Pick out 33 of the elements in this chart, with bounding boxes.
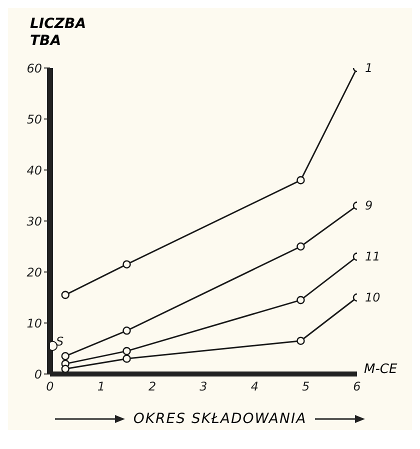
point [296,176,305,184]
x-tick-label: 5 [302,380,310,394]
x-tick-label: 4 [250,380,258,394]
y-tick-label: 30 [26,214,42,228]
point [296,296,305,304]
y-tick-label: 40 [26,163,42,178]
y-tick-label: 0 [34,367,42,382]
x-tick-label: 0 [46,380,54,394]
y-axis-title: LICZBA TBA [30,16,86,50]
point [296,336,305,345]
point [296,242,305,251]
series-label: 10 [365,290,381,304]
point [122,260,131,268]
x-axis-title: OKRES SKŁADOWANIA [133,411,307,427]
y-tick-label: 20 [26,265,42,280]
point [122,354,131,363]
x-tick-label: 3 [200,380,208,394]
y-tick-label: 50 [26,112,42,126]
y-tick-label: 60 [26,61,42,76]
series-label: 9 [365,198,373,213]
point [122,346,131,356]
point [61,364,70,374]
x-tick-label: 6 [353,380,362,394]
series-label: 1 [365,61,373,75]
text: M-CE [364,362,398,377]
point [122,326,131,335]
x-tick-label: 2 [148,380,156,394]
x-tick-label: 1 [97,380,105,394]
series-label: S [56,334,64,348]
point [61,290,70,300]
y-tick-label: 10 [26,316,42,330]
series-label: 11 [365,250,380,264]
point [61,352,70,360]
